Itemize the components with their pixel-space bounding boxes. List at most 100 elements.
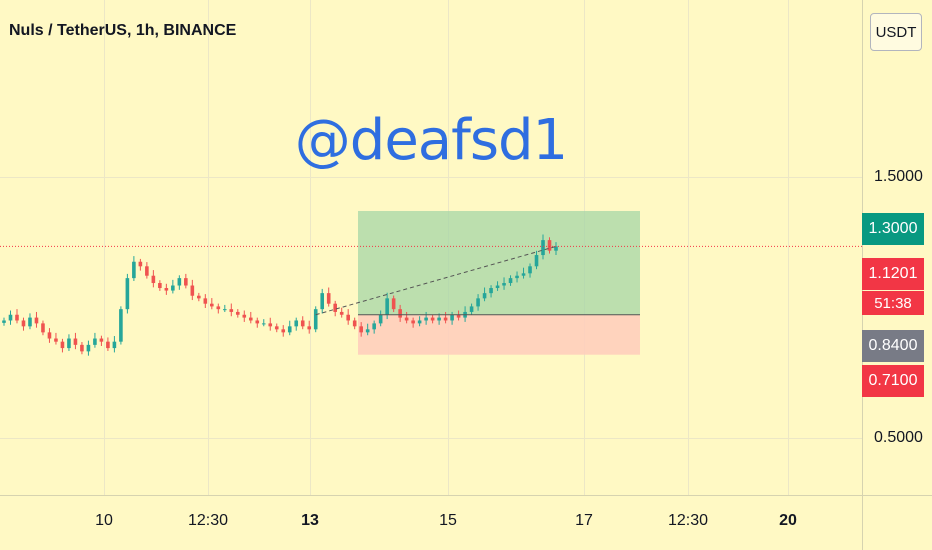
candle-body bbox=[430, 317, 435, 321]
stop-price-tag: 0.7100 bbox=[862, 365, 924, 397]
candle-body bbox=[515, 275, 519, 279]
candle bbox=[216, 303, 221, 314]
target-price-tag: 1.3000 bbox=[862, 213, 924, 245]
candle-body bbox=[333, 303, 337, 312]
candle-body bbox=[229, 309, 234, 312]
candle bbox=[203, 294, 208, 309]
candle bbox=[106, 337, 110, 351]
candle bbox=[112, 336, 117, 353]
candle-body bbox=[378, 314, 383, 324]
candles bbox=[2, 234, 558, 356]
candle bbox=[508, 275, 513, 286]
last-price-tag: 1.1201 bbox=[862, 258, 924, 290]
candle-body bbox=[151, 275, 156, 284]
candle-body bbox=[21, 320, 26, 327]
candle-body bbox=[346, 314, 350, 321]
candle-body bbox=[554, 246, 558, 251]
candle bbox=[365, 323, 370, 336]
candle bbox=[28, 313, 32, 330]
candle-body bbox=[541, 240, 545, 256]
candle-body bbox=[145, 266, 149, 276]
price-lines bbox=[0, 245, 862, 316]
candle-body bbox=[99, 338, 104, 342]
candle bbox=[521, 267, 526, 279]
candle-body bbox=[138, 261, 143, 267]
candle-body bbox=[469, 306, 474, 312]
candle bbox=[424, 311, 428, 325]
candle-body bbox=[106, 341, 110, 349]
currency-button[interactable]: USDT bbox=[870, 13, 922, 51]
chart-title: Nuls / TetherUS, 1h, BINANCE bbox=[9, 22, 237, 39]
candle bbox=[300, 316, 305, 330]
loss-zone bbox=[358, 314, 640, 355]
candle-body bbox=[73, 338, 78, 345]
candle-body bbox=[320, 293, 325, 310]
candle-body bbox=[352, 320, 357, 327]
candle bbox=[80, 342, 84, 355]
candle bbox=[99, 335, 104, 346]
candle bbox=[54, 332, 58, 345]
candle bbox=[15, 309, 19, 324]
candle bbox=[307, 320, 312, 334]
candle-body bbox=[495, 285, 500, 289]
candle-body bbox=[248, 317, 253, 321]
candle-body bbox=[281, 329, 286, 333]
candle-body bbox=[300, 320, 305, 327]
candle-body bbox=[307, 326, 312, 330]
candle bbox=[515, 271, 519, 283]
candle bbox=[151, 270, 156, 288]
candle bbox=[67, 334, 71, 351]
candle bbox=[177, 275, 182, 290]
candle-body bbox=[437, 317, 441, 321]
candle bbox=[346, 309, 350, 325]
candle-body bbox=[67, 338, 71, 349]
candle bbox=[398, 304, 402, 322]
candle-body bbox=[190, 285, 195, 296]
candle bbox=[495, 281, 500, 291]
candle bbox=[34, 311, 39, 328]
candle bbox=[274, 323, 279, 333]
candle bbox=[430, 314, 435, 324]
candle bbox=[248, 311, 253, 324]
candle bbox=[190, 279, 195, 301]
candle bbox=[60, 338, 65, 353]
bar-countdown: 51:38 bbox=[862, 291, 924, 315]
candle bbox=[21, 317, 26, 331]
candle bbox=[197, 292, 201, 302]
candle-body bbox=[54, 338, 58, 342]
candle bbox=[171, 279, 175, 294]
candle bbox=[119, 306, 123, 345]
candle-body bbox=[450, 314, 454, 321]
candle-body bbox=[86, 344, 91, 352]
candle bbox=[132, 256, 136, 281]
candle bbox=[294, 317, 299, 331]
candle-body bbox=[385, 298, 389, 315]
candle bbox=[476, 294, 480, 311]
x-tick-label: 12:30 bbox=[187, 512, 229, 529]
candle bbox=[2, 317, 6, 326]
candle bbox=[326, 287, 331, 307]
candle bbox=[164, 283, 169, 295]
candle bbox=[86, 340, 91, 356]
candle-body bbox=[223, 309, 227, 311]
candle-body bbox=[359, 326, 363, 333]
candle bbox=[333, 300, 337, 317]
candle-body bbox=[177, 278, 182, 286]
x-tick-label: 13 bbox=[301, 512, 319, 529]
candle-body bbox=[287, 326, 292, 333]
candle bbox=[456, 310, 461, 321]
candle-body bbox=[268, 323, 273, 327]
candle bbox=[235, 309, 240, 318]
candle-body bbox=[2, 320, 6, 323]
candle bbox=[242, 310, 247, 322]
candle bbox=[534, 250, 539, 270]
candle bbox=[437, 313, 441, 325]
candle bbox=[268, 317, 273, 331]
candle-body bbox=[60, 341, 65, 349]
candle-body bbox=[521, 273, 526, 276]
candle-body bbox=[28, 317, 32, 327]
x-tick-label: 15 bbox=[439, 512, 457, 529]
candle-body bbox=[119, 309, 123, 342]
